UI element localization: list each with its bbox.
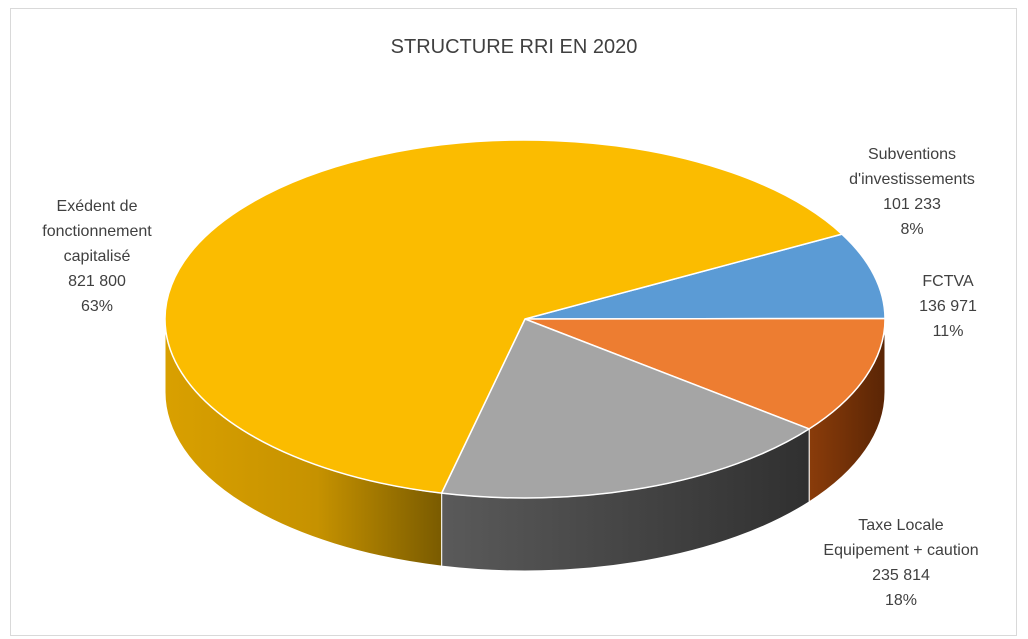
data-label-2: Taxe Locale Equipement + caution 235 814 18… (823, 517, 978, 609)
data-label-0: Subventions d'investissements 101 233 8% (849, 146, 975, 238)
chart-title: STRUCTURE RRI EN 2020 (390, 36, 638, 58)
data-label-1: FCTVA 136 971 11% (919, 273, 977, 340)
pie-slice-1 (524, 317, 886, 430)
pie-slice-2 (440, 318, 810, 499)
pie-slice-3 (164, 139, 843, 494)
data-label-3: Exédent de fonctionnement capitalisé 821 80… (42, 198, 152, 315)
pie-slice-0 (524, 233, 886, 320)
